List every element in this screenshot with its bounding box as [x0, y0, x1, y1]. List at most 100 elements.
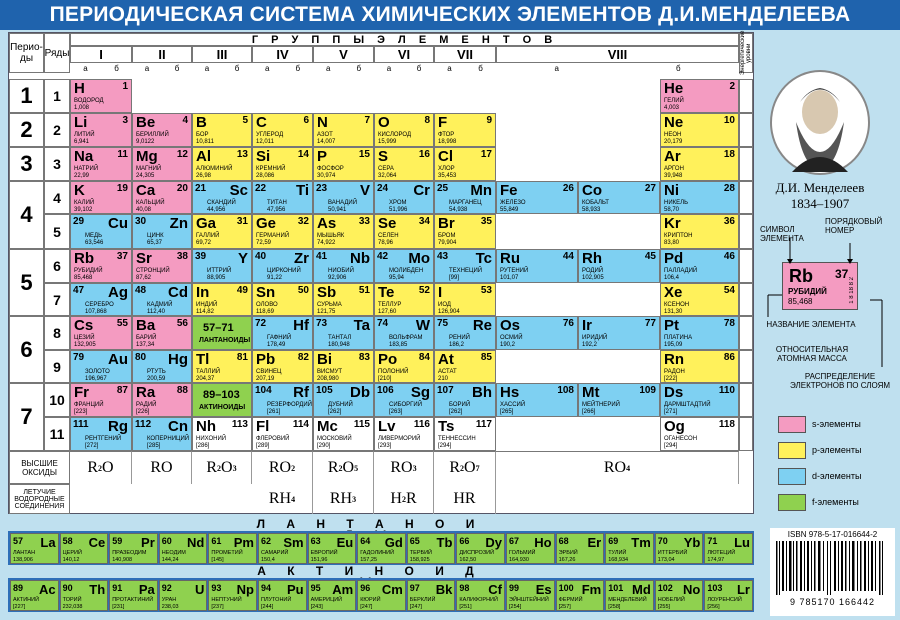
element-cell[interactable]: K 19 КАЛИЙ 39,102	[70, 181, 132, 214]
element-cell[interactable]: 57–71 ЛАНТАНОИДЫ	[192, 316, 252, 350]
f-element-cell[interactable]: Bk 97 БЕРКЛИЙ [247]	[406, 580, 456, 611]
element-cell[interactable]: Fr 87 ФРАНЦИЙ [223]	[70, 383, 132, 417]
element-cell[interactable]: Hf 72 ГАФНИЙ 178,49	[252, 316, 313, 350]
element-cell[interactable]: Ag 47 СЕРЕБРО 107,868	[70, 283, 132, 316]
element-cell[interactable]: Ar 18 АРГОН 39,948	[660, 147, 739, 181]
element-cell[interactable]: Li 3 ЛИТИЙ 6,941	[70, 113, 132, 147]
element-cell[interactable]: As 33 МЫШЬЯК 74,922	[313, 214, 374, 249]
f-element-cell[interactable]: Eu 63 ЕВРОПИЙ 151,96	[307, 533, 357, 564]
element-cell[interactable]: Os 76 ОСМИЙ 190,2	[496, 316, 578, 350]
element-cell[interactable]: C 6 УГЛЕРОД 12,011	[252, 113, 313, 147]
element-cell[interactable]: Kr 36 КРИПТОН 83,80	[660, 214, 739, 249]
f-element-cell[interactable]: Ho 67 ГОЛЬМИЙ 164,930	[506, 533, 555, 564]
f-element-cell[interactable]: Pr 59 ПРАЗЕОДИМ 140,908	[109, 533, 158, 564]
element-cell[interactable]: Co 27 КОБАЛЬТ 58,933	[578, 181, 660, 214]
f-element-cell[interactable]: Dy 66 ДИСПРОЗИЙ 162,50	[456, 533, 505, 564]
element-cell[interactable]: Sr 38 СТРОНЦИЙ 87,62	[132, 249, 192, 283]
element-cell[interactable]: O 8 КИСЛОРОД 15,999	[374, 113, 434, 147]
element-cell[interactable]: Cd 48 КАДМИЙ 112,40	[132, 283, 192, 316]
element-cell[interactable]: Re 75 РЕНИЙ 186,2	[434, 316, 496, 350]
f-element-cell[interactable]: Pm 61 ПРОМЕТИЙ [145]	[208, 533, 257, 564]
element-cell[interactable]: S 16 СЕРА 32,064	[374, 147, 434, 181]
element-cell[interactable]: Pd 46 ПАЛЛАДИЙ 106,4	[660, 249, 739, 283]
element-cell[interactable]: Bh 107 БОРИЙ [262]	[434, 383, 496, 417]
element-cell[interactable]: Ta 73 ТАНТАЛ 180,948	[313, 316, 374, 350]
element-cell[interactable]: Db 105 ДУБНИЙ [262]	[313, 383, 374, 417]
element-cell[interactable]: 89–103 АКТИНОИДЫ	[192, 383, 252, 417]
element-cell[interactable]: Cr 24 ХРОМ 51,996	[374, 181, 434, 214]
element-cell[interactable]: V 23 ВАНАДИЙ 50,941	[313, 181, 374, 214]
element-cell[interactable]: Sg 106 СИБОРГИЙ [263]	[374, 383, 434, 417]
element-cell[interactable]: Ni 28 НИКЕЛЬ 58,70	[660, 181, 739, 214]
element-cell[interactable]: Mt 109 МЕЙТНЕРИЙ [266]	[578, 383, 660, 417]
element-cell[interactable]: Ba 56 БАРИЙ 137,34	[132, 316, 192, 350]
element-cell[interactable]: Zn 30 ЦИНК 65,37	[132, 214, 192, 249]
f-element-cell[interactable]: Pu 94 ПЛУТОНИЙ [244]	[258, 580, 307, 611]
f-element-cell[interactable]: Pa 91 ПРОТАКТИНИЙ [231]	[109, 580, 158, 611]
element-cell[interactable]: Ga 31 ГАЛЛИЙ 69,72	[192, 214, 252, 249]
f-element-cell[interactable]: Ce 58 ЦЕРИЙ 140,12	[59, 533, 109, 564]
f-element-cell[interactable]: Cm 96 КЮРИЙ [247]	[357, 580, 406, 611]
f-element-cell[interactable]: Sm 62 САМАРИЙ 150,4	[258, 533, 307, 564]
element-cell[interactable]: Ca 20 КАЛЬЦИЙ 40,08	[132, 181, 192, 214]
f-element-cell[interactable]: Th 90 ТОРИЙ 232,038	[59, 580, 109, 611]
element-cell[interactable]: Rh 45 РОДИЙ 102,905	[578, 249, 660, 283]
element-cell[interactable]: I 53 ИОД 126,904	[434, 283, 496, 316]
element-cell[interactable]: Bi 83 ВИСМУТ 208,980	[313, 350, 374, 383]
element-cell[interactable]: Nb 41 НИОБИЙ 92,906	[313, 249, 374, 283]
element-cell[interactable]: Hg 80 РТУТЬ 200,59	[132, 350, 192, 383]
f-element-cell[interactable]: Es 99 ЭЙНШТЕЙНИЙ [254]	[506, 580, 555, 611]
element-cell[interactable]: Ir 77 ИРИДИЙ 192,2	[578, 316, 660, 350]
f-element-cell[interactable]: Er 68 ЭРБИЙ 167,26	[555, 533, 605, 564]
f-element-cell[interactable]: Am 95 АМЕРИЦИЙ [243]	[307, 580, 357, 611]
element-cell[interactable]: W 74 ВОЛЬФРАМ 183,85	[374, 316, 434, 350]
element-cell[interactable]: Og 118 ОГАНЕСОН [294]	[660, 417, 739, 451]
f-element-cell[interactable]: No 102 НОБЕЛИЙ [255]	[654, 580, 704, 611]
element-cell[interactable]: Na 11 НАТРИЙ 22,99	[70, 147, 132, 181]
element-cell[interactable]: Ge 32 ГЕРМАНИЙ 72,59	[252, 214, 313, 249]
element-cell[interactable]: Cn 112 КОПЕРНИЦИЙ [285]	[132, 417, 192, 451]
f-element-cell[interactable]: Ac 89 АКТИНИЙ [227]	[10, 580, 59, 611]
f-element-cell[interactable]: Gd 64 ГАДОЛИНИЙ 157,25	[357, 533, 406, 564]
f-element-cell[interactable]: Lr 103 ЛОУРЕНСИЙ [256]	[704, 580, 753, 611]
element-cell[interactable]: Y 39 ИТТРИЙ 88,905	[192, 249, 252, 283]
element-cell[interactable]: Pt 78 ПЛАТИНА 195,09	[660, 316, 739, 350]
element-cell[interactable]: Hs 108 ХАССИЙ [265]	[496, 383, 578, 417]
element-cell[interactable]: Ru 44 РУТЕНИЙ 101,07	[496, 249, 578, 283]
element-cell[interactable]: Cs 55 ЦЕЗИЙ 132,905	[70, 316, 132, 350]
f-element-cell[interactable]: Lu 71 ЛЮТЕЦИЙ 174,97	[704, 533, 753, 564]
element-cell[interactable]: Ds 110 ДАРМШТАДТИЙ [271]	[660, 383, 739, 417]
element-cell[interactable]: Sc 21 СКАНДИЙ 44,956	[192, 181, 252, 214]
element-cell[interactable]: Lv 116 ЛИВЕРМОРИЙ [293]	[374, 417, 434, 451]
element-cell[interactable]: Rf 104 РЕЗЕРФОРДИЙ [261]	[252, 383, 313, 417]
f-element-cell[interactable]: Tb 65 ТЕРБИЙ 158,925	[406, 533, 456, 564]
element-cell[interactable]: Rb 37 РУБИДИЙ 85,468	[70, 249, 132, 283]
element-cell[interactable]: Au 79 ЗОЛОТО 196,967	[70, 350, 132, 383]
element-cell[interactable]: Cl 17 ХЛОР 35,453	[434, 147, 496, 181]
element-cell[interactable]: F 9 ФТОР 18,998	[434, 113, 496, 147]
element-cell[interactable]: Fe 26 ЖЕЛЕЗО 55,849	[496, 181, 578, 214]
element-cell[interactable]: In 49 ИНДИЙ 114,82	[192, 283, 252, 316]
element-cell[interactable]: Tc 43 ТЕХНЕЦИЙ [99]	[434, 249, 496, 283]
element-cell[interactable]: Xe 54 КСЕНОН 131,30	[660, 283, 739, 316]
element-cell[interactable]: Mo 42 МОЛИБДЕН 95,94	[374, 249, 434, 283]
element-cell[interactable]: Al 13 АЛЮМИНИЙ 26,98	[192, 147, 252, 181]
element-cell[interactable]: Te 52 ТЕЛЛУР 127,60	[374, 283, 434, 316]
element-cell[interactable]: Fl 114 ФЛЕРОВИЙ [289]	[252, 417, 313, 451]
f-element-cell[interactable]: Md 101 МЕНДЕЛЕВИЙ [258]	[605, 580, 654, 611]
f-element-cell[interactable]: Yb 70 ИТТЕРБИЙ 173,04	[654, 533, 704, 564]
element-cell[interactable]: Ts 117 ТЕННЕССИН [294]	[434, 417, 496, 451]
f-element-cell[interactable]: Cf 98 КАЛИФОРНИЙ [251]	[456, 580, 505, 611]
element-cell[interactable]: Mn 25 МАРГАНЕЦ 54,938	[434, 181, 496, 214]
f-element-cell[interactable]: U 92 УРАН 238,03	[158, 580, 208, 611]
element-cell[interactable]: Se 34 СЕЛЕН 78,96	[374, 214, 434, 249]
element-cell[interactable]: Sn 50 ОЛОВО 118,69	[252, 283, 313, 316]
element-cell[interactable]: Mg 12 МАГНИЙ 24,305	[132, 147, 192, 181]
f-element-cell[interactable]: Nd 60 НЕОДИМ 144,24	[158, 533, 208, 564]
element-cell[interactable]: Cu 29 МЕДЬ 63,546	[70, 214, 132, 249]
element-cell[interactable]: Pb 82 СВИНЕЦ 207,19	[252, 350, 313, 383]
element-cell[interactable]: Ti 22 ТИТАН 47,956	[252, 181, 313, 214]
element-cell[interactable]: Tl 81 ТАЛЛИЙ 204,37	[192, 350, 252, 383]
f-element-cell[interactable]: Fm 100 ФЕРМИЙ [257]	[555, 580, 605, 611]
f-element-cell[interactable]: Np 93 НЕПТУНИЙ [237]	[208, 580, 257, 611]
